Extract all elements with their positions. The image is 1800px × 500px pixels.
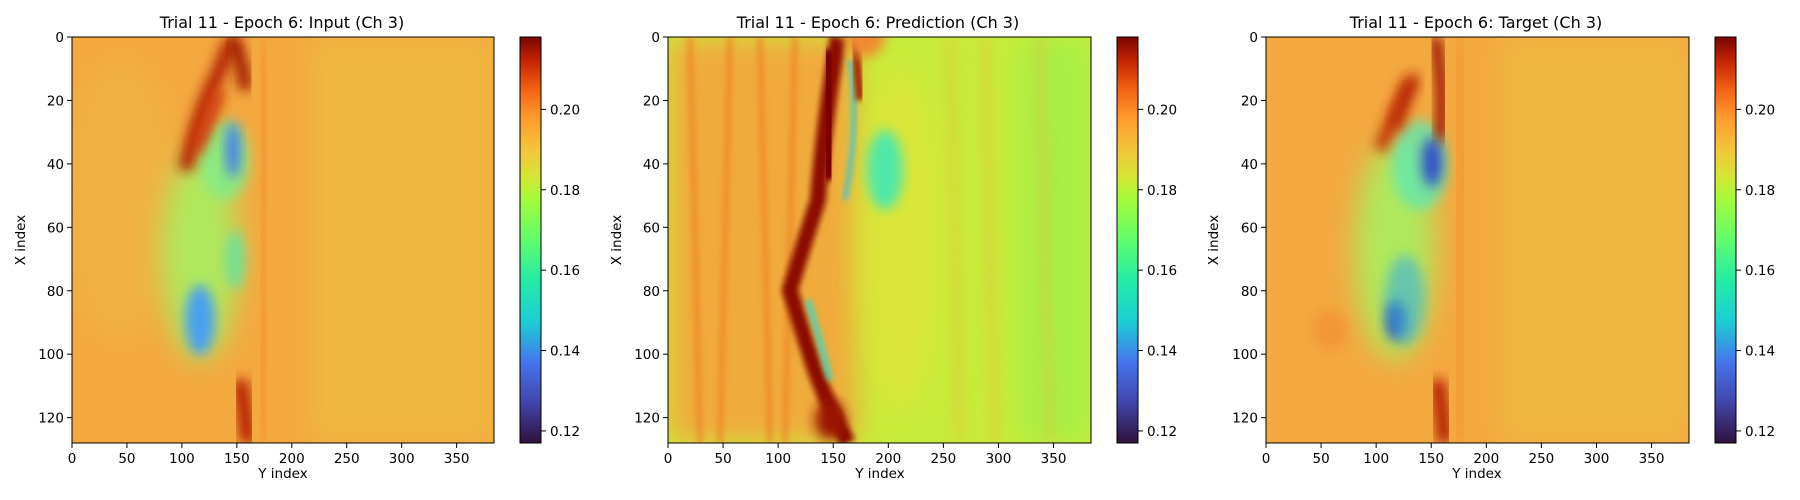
x-axis-label: Y index [257,466,307,482]
y-axis-label: X index [609,215,625,265]
x-tick-label: 50 [1312,451,1329,467]
panel-title: Trial 11 - Epoch 6: Prediction (Ch 3) [736,13,1019,32]
x-tick-label: 0 [664,451,673,467]
y-tick-label: 80 [47,284,64,300]
y-tick-label: 120 [634,411,660,427]
axes-frame [71,36,495,444]
y-tick-label: 60 [1241,220,1258,236]
colorbar: 0.12 0.14 0.16 0.18 0.20 [1116,36,1177,444]
y-ticks: 0 20 40 60 80 100 120 [1232,30,1266,427]
x-tick-label: 350 [1639,451,1665,467]
y-tick-label: 20 [47,93,64,109]
y-tick-label: 80 [1241,284,1258,300]
x-tick-label: 250 [334,451,360,467]
y-tick-label: 20 [643,93,660,109]
x-tick-label: 250 [931,451,957,467]
panel-target: Trial 11 - Epoch 6: Target (Ch 3) 0 50 100… [1206,13,1775,482]
x-tick-label: 200 [875,451,901,467]
colorbar-tick-label: 0.14 [1147,344,1177,360]
y-tick-label: 40 [643,157,660,173]
y-tick-label: 20 [1241,93,1258,109]
colorbar: 0.12 0.14 0.16 0.18 0.20 [1714,36,1775,444]
panel-input: Trial 11 - Epoch 6: Input (Ch 3) 0 50 100 1… [13,13,580,482]
x-tick-label: 0 [68,451,77,467]
colorbar-tick-label: 0.16 [1147,263,1177,279]
x-tick-label: 150 [820,451,846,467]
x-tick-label: 300 [389,451,415,467]
y-tick-label: 60 [47,220,64,236]
y-tick-label: 0 [651,30,660,46]
x-tick-label: 350 [444,451,470,467]
axes-frame [1265,36,1690,444]
colorbar-tick-label: 0.12 [1147,424,1177,440]
x-tick-label: 200 [279,451,305,467]
y-tick-label: 40 [47,157,64,173]
colorbar-tick-label: 0.20 [1147,102,1177,118]
x-tick-label: 100 [169,451,195,467]
y-tick-label: 100 [38,347,64,363]
x-tick-label: 300 [986,451,1012,467]
y-ticks: 0 20 40 60 80 100 120 [38,30,72,427]
x-ticks: 0 50 100 150 200 250 300 350 [1262,443,1665,467]
x-axis-label: Y index [854,466,904,482]
heatmap-image [668,37,1091,443]
y-tick-label: 100 [1232,347,1258,363]
y-tick-label: 0 [55,30,64,46]
x-tick-label: 150 [1418,451,1444,467]
colorbar-tick-label: 0.18 [550,183,580,199]
x-ticks: 0 50 100 150 200 250 300 350 [68,443,470,467]
heatmap-image [1266,37,1689,443]
y-axis-label: X index [1206,215,1222,265]
x-tick-label: 150 [224,451,250,467]
colorbar: 0.12 0.14 0.16 0.18 0.20 [519,36,580,444]
panel-prediction: Trial 11 - Epoch 6: Prediction (Ch 3) [609,13,1177,482]
colorbar-tick-label: 0.14 [550,344,580,360]
y-tick-label: 40 [1241,157,1258,173]
colorbar-tick-label: 0.12 [550,424,580,440]
colorbar-tick-label: 0.12 [1745,424,1775,440]
y-axis-label: X index [13,215,29,265]
y-ticks: 0 20 40 60 80 100 120 [634,30,668,427]
colorbar-tick-label: 0.20 [1745,102,1775,118]
colorbar-tick-label: 0.14 [1745,344,1775,360]
x-axis-label: Y index [1451,466,1501,482]
colorbar-tick-label: 0.20 [550,102,580,118]
y-tick-label: 120 [38,411,64,427]
panel-title: Trial 11 - Epoch 6: Target (Ch 3) [1349,13,1602,32]
colorbar-tick-label: 0.18 [1745,183,1775,199]
x-tick-label: 300 [1584,451,1610,467]
x-tick-label: 0 [1262,451,1271,467]
colorbar-tick-label: 0.16 [550,263,580,279]
x-tick-label: 200 [1473,451,1499,467]
y-tick-label: 120 [1232,411,1258,427]
x-tick-label: 250 [1529,451,1555,467]
x-tick-label: 100 [765,451,791,467]
x-ticks: 0 50 100 150 200 250 300 350 [664,443,1067,467]
y-tick-label: 0 [1249,30,1258,46]
colorbar-tick-label: 0.16 [1745,263,1775,279]
panel-title: Trial 11 - Epoch 6: Input (Ch 3) [159,13,404,32]
colorbar-tick-label: 0.18 [1147,183,1177,199]
y-tick-label: 100 [634,347,660,363]
x-tick-label: 50 [714,451,731,467]
x-tick-label: 350 [1041,451,1067,467]
x-tick-label: 100 [1363,451,1389,467]
heatmap-image [72,37,494,443]
y-tick-label: 60 [643,220,660,236]
y-tick-label: 80 [643,284,660,300]
x-tick-label: 50 [118,451,135,467]
axes-frame [667,36,1092,444]
